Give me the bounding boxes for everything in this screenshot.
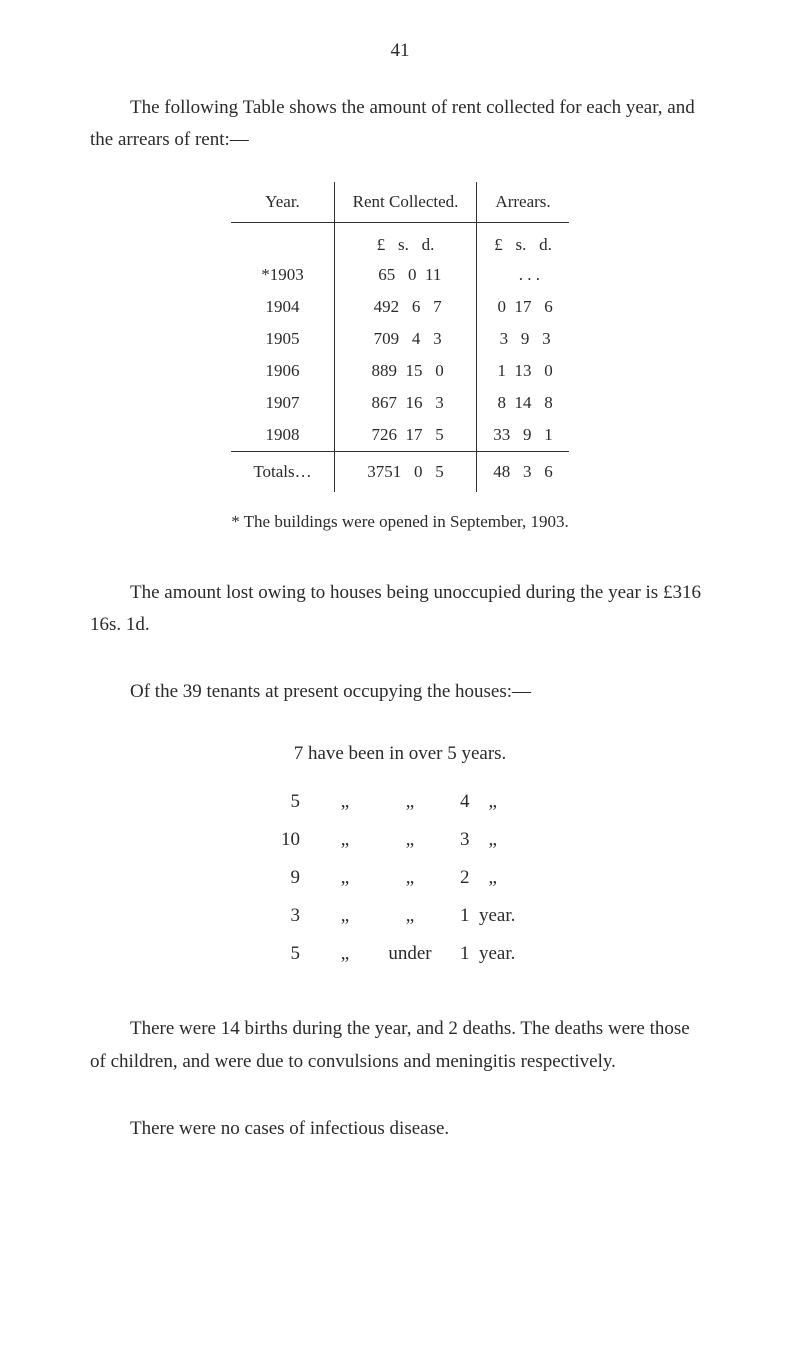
list-count: 10 (260, 821, 320, 859)
list-duration: 2 „ (450, 859, 540, 897)
rent-table: Year. Rent Collected. Arrears. £ s. d. £… (231, 182, 568, 492)
table-totals-row: Totals… 3751 0 5 48 3 6 (231, 451, 568, 492)
list-item: 9 „ „ 2 „ (90, 859, 710, 897)
list-duration: 1 year. (450, 935, 540, 973)
ditto-icon: „ (320, 897, 370, 935)
cell-rent: 709 4 3 (334, 323, 477, 355)
paragraph-births: There were 14 births during the year, an… (90, 1013, 710, 1078)
rent-table-wrap: Year. Rent Collected. Arrears. £ s. d. £… (90, 182, 710, 492)
th-rent: Rent Collected. (334, 182, 477, 223)
list-count: 9 (260, 859, 320, 897)
list-count: 3 (260, 897, 320, 935)
ditto-icon: „ (320, 859, 370, 897)
table-footnote: * The buildings were opened in September… (90, 512, 710, 532)
cell-blank (231, 222, 334, 259)
cell-rent: 65 0 11 (334, 259, 477, 291)
list-duration: 4 „ (450, 783, 540, 821)
ditto-icon: „ (370, 783, 450, 821)
list-count: 5 (260, 935, 320, 973)
cell-arrears: 33 9 1 (477, 419, 569, 452)
list-item: 5 „ under 1 year. (90, 935, 710, 973)
ditto-icon: „ (370, 821, 450, 859)
cell-arrears: . . . (477, 259, 569, 291)
cell-totals-arrears: 48 3 6 (477, 451, 569, 492)
ditto-icon: „ (320, 821, 370, 859)
list-item: 10 „ „ 3 „ (90, 821, 710, 859)
list-item: 5 „ „ 4 „ (90, 783, 710, 821)
cell-year: 1907 (231, 387, 334, 419)
table-row: 1906 889 15 0 1 13 0 (231, 355, 568, 387)
cell-rent: 867 16 3 (334, 387, 477, 419)
paragraph-tenants: Of the 39 tenants at present occupying t… (90, 676, 710, 708)
table-row: 1908 726 17 5 33 9 1 (231, 419, 568, 452)
th-year: Year. (231, 182, 334, 223)
paragraph-disease: There were no cases of infectious diseas… (90, 1113, 710, 1145)
list-item: 3 „ „ 1 year. (90, 897, 710, 935)
list-count: 5 (260, 783, 320, 821)
cell-arrears-lsd: £ s. d. (477, 222, 569, 259)
list-duration: 3 „ (450, 821, 540, 859)
tenancy-list-intro: 7 have been in over 5 years. (90, 743, 710, 765)
cell-arrears: 8 14 8 (477, 387, 569, 419)
cell-rent-lsd: £ s. d. (334, 222, 477, 259)
cell-arrears: 0 17 6 (477, 291, 569, 323)
table-row: 1907 867 16 3 8 14 8 (231, 387, 568, 419)
cell-year: 1906 (231, 355, 334, 387)
table-row: 1904 492 6 7 0 17 6 (231, 291, 568, 323)
cell-year: 1904 (231, 291, 334, 323)
th-arrears: Arrears. (477, 182, 569, 223)
table-row: *1903 65 0 11 . . . (231, 259, 568, 291)
cell-year: 1905 (231, 323, 334, 355)
intro-paragraph: The following Table shows the amount of … (90, 92, 710, 157)
table-row: 1905 709 4 3 3 9 3 (231, 323, 568, 355)
page-number: 41 (90, 40, 710, 62)
ditto-icon: „ (370, 859, 450, 897)
cell-rent: 889 15 0 (334, 355, 477, 387)
cell-arrears: 1 13 0 (477, 355, 569, 387)
cell-year: *1903 (231, 259, 334, 291)
cell-totals-label: Totals… (231, 451, 334, 492)
ditto-icon: „ (370, 897, 450, 935)
tenancy-list: 5 „ „ 4 „ 10 „ „ 3 „ 9 „ „ 2 „ 3 „ „ 1 y… (90, 783, 710, 973)
ditto-icon: „ (320, 935, 370, 973)
list-duration: 1 year. (450, 897, 540, 935)
cell-rent: 726 17 5 (334, 419, 477, 452)
cell-totals-rent: 3751 0 5 (334, 451, 477, 492)
cell-arrears: 3 9 3 (477, 323, 569, 355)
cell-year: 1908 (231, 419, 334, 452)
list-under: under (370, 935, 450, 973)
ditto-icon: „ (320, 783, 370, 821)
cell-rent: 492 6 7 (334, 291, 477, 323)
paragraph-amount-lost: The amount lost owing to houses being un… (90, 577, 710, 642)
